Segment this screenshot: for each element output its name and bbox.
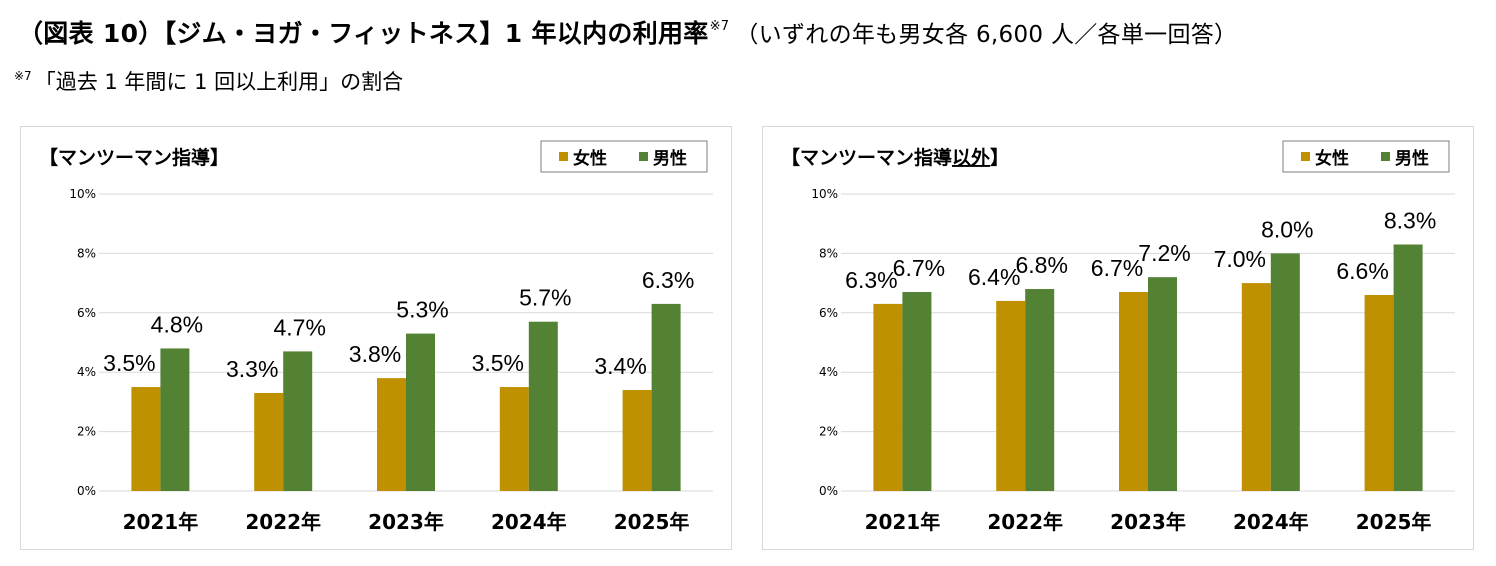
x-category-label: 2022年 bbox=[987, 510, 1063, 534]
data-label-male: 5.3% bbox=[396, 297, 448, 323]
bar-male bbox=[160, 348, 190, 491]
data-label-male: 6.3% bbox=[642, 267, 694, 293]
legend-swatch-male bbox=[639, 152, 648, 161]
title-footnote-mark: ※7 bbox=[709, 19, 730, 34]
bar-male bbox=[406, 333, 435, 491]
x-category-label: 2025年 bbox=[1356, 510, 1432, 534]
bar-female bbox=[1364, 294, 1394, 491]
data-label-female: 6.7% bbox=[1091, 255, 1143, 281]
y-tick-label: 2% bbox=[77, 425, 96, 439]
chart-title: 【マンツーマン指導】 bbox=[39, 146, 229, 169]
footnote-mark: ※7 bbox=[14, 69, 32, 83]
y-tick-label: 8% bbox=[77, 246, 96, 260]
y-tick-label: 0% bbox=[819, 484, 838, 498]
bar-male bbox=[1025, 289, 1055, 491]
data-label-female: 3.4% bbox=[594, 353, 646, 379]
bar-male bbox=[1148, 277, 1177, 491]
bar-male bbox=[1270, 253, 1300, 491]
chart-title-part: 】 bbox=[990, 146, 1009, 169]
bar-female bbox=[1241, 283, 1271, 491]
chart-panel-other: 【マンツーマン指導以外】 女性 男性 0% 2% 4% 6% 8% 10% 6.3% 6.7% 202… bbox=[762, 126, 1474, 550]
data-label-female: 3.3% bbox=[226, 356, 278, 382]
data-label-male: 6.7% bbox=[893, 255, 945, 281]
bar-male bbox=[651, 303, 681, 491]
data-label-male: 4.7% bbox=[273, 314, 325, 340]
y-tick-label: 4% bbox=[77, 365, 96, 379]
footnote-text: 「過去 1 年間に 1 回以上利用」の割合 bbox=[34, 70, 404, 94]
bar-female bbox=[254, 392, 284, 491]
title-condition: （いずれの年も男女各 6,600 人／各単一回答） bbox=[735, 22, 1238, 48]
legend-swatch-female bbox=[559, 152, 568, 161]
data-label-male: 5.7% bbox=[519, 285, 571, 311]
bar-female bbox=[622, 390, 652, 491]
legend-swatch-male bbox=[1381, 152, 1390, 161]
footnote: ※7 「過去 1 年間に 1 回以上利用」の割合 bbox=[14, 66, 403, 96]
chart-title-part: 【マンツーマン指導 bbox=[781, 146, 952, 169]
data-label-female: 7.0% bbox=[1214, 246, 1266, 272]
bar-male bbox=[528, 321, 558, 491]
data-label-female: 3.5% bbox=[472, 350, 524, 376]
data-label-female: 3.8% bbox=[349, 341, 401, 367]
data-label-male: 4.8% bbox=[151, 311, 203, 337]
y-tick-label: 10% bbox=[811, 187, 838, 201]
x-category-label: 2024年 bbox=[491, 510, 567, 534]
chart-other: 【マンツーマン指導以外】 女性 男性0%2%4%6%8%10%6.3%6.7%202… bbox=[781, 140, 1455, 534]
chart-panel-one-on-one: 【マンツーマン指導】 女性 男性 0% 2% 4% 6% 8% 10% 3.5% 4.8% 2021年… bbox=[20, 126, 732, 550]
bar-female bbox=[873, 303, 903, 491]
x-category-label: 2024年 bbox=[1233, 510, 1309, 534]
x-category-label: 2021年 bbox=[865, 510, 941, 534]
bar-female bbox=[1119, 292, 1148, 491]
data-label-female: 3.5% bbox=[103, 350, 155, 376]
y-tick-label: 10% bbox=[69, 187, 96, 201]
x-category-label: 2023年 bbox=[1110, 510, 1186, 534]
legend-label-male: 男性 bbox=[1395, 148, 1429, 169]
data-label-male: 8.3% bbox=[1384, 207, 1436, 233]
legend-label-female: 女性 bbox=[573, 148, 607, 169]
title-text: （図表 10）【ジム・ヨガ・フィットネス】1 年以内の利用率 bbox=[18, 19, 709, 48]
data-label-female: 6.3% bbox=[845, 267, 897, 293]
chart-title: 【マンツーマン指導以外】 bbox=[781, 146, 1009, 169]
data-label-male: 8.0% bbox=[1261, 216, 1313, 242]
chart-one-on-one: 【マンツーマン指導】 女性 男性 0% 2% 4% 6% 8% 10% 3.5% 4.8% 2021年… bbox=[39, 140, 713, 534]
legend-label-female: 女性 bbox=[1315, 148, 1349, 169]
legend-label-male: 男性 bbox=[653, 148, 687, 169]
x-category-label: 2025年 bbox=[614, 510, 690, 534]
legend-box bbox=[1282, 140, 1450, 173]
y-tick-label: 0% bbox=[77, 484, 96, 498]
data-label-male: 6.8% bbox=[1015, 252, 1067, 278]
data-label-male: 7.2% bbox=[1138, 240, 1190, 266]
legend-box bbox=[540, 140, 708, 173]
y-tick-label: 6% bbox=[77, 306, 96, 320]
x-category-label: 2021年 bbox=[123, 510, 199, 534]
y-tick-label: 8% bbox=[819, 246, 838, 260]
chart-title-underlined: 以外 bbox=[952, 146, 990, 169]
chart-legend: 女性 男性 bbox=[540, 140, 708, 173]
y-tick-label: 2% bbox=[819, 425, 838, 439]
bar-female bbox=[996, 300, 1026, 491]
data-label-female: 6.6% bbox=[1336, 258, 1388, 284]
chart-legend: 女性 男性 bbox=[1282, 140, 1450, 173]
x-category-label: 2022年 bbox=[245, 510, 321, 534]
bar-female bbox=[377, 378, 406, 491]
data-label-female: 6.4% bbox=[968, 264, 1020, 290]
y-tick-label: 6% bbox=[819, 306, 838, 320]
bar-male bbox=[902, 292, 932, 491]
bar-male bbox=[1393, 244, 1423, 491]
y-tick-label: 4% bbox=[819, 365, 838, 379]
bar-female bbox=[499, 387, 529, 491]
x-category-label: 2023年 bbox=[368, 510, 444, 534]
bar-male bbox=[283, 351, 313, 491]
bar-female bbox=[131, 387, 161, 491]
legend-swatch-female bbox=[1301, 152, 1310, 161]
page-title: （図表 10）【ジム・ヨガ・フィットネス】1 年以内の利用率※7 （いずれの年も男… bbox=[18, 14, 1237, 50]
